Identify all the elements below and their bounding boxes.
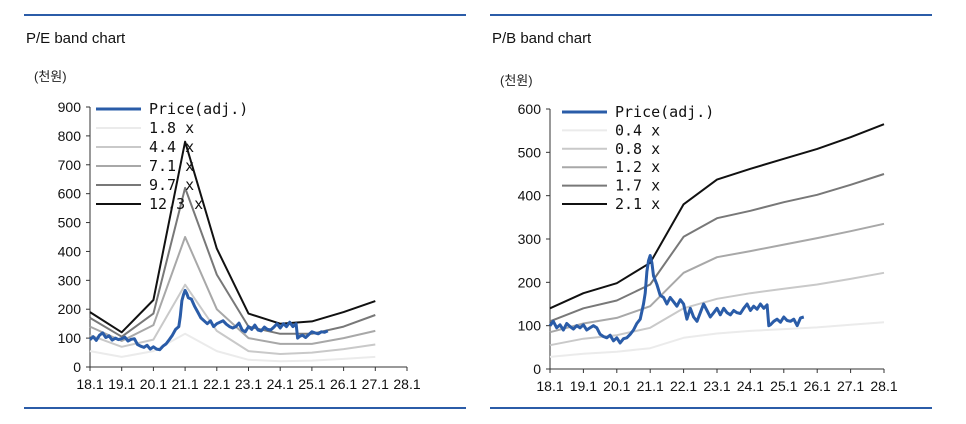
legend-label: 12.3 x (149, 195, 203, 213)
chart-title: P/B band chart (492, 30, 592, 47)
series-line-1.2-x (549, 222, 885, 334)
y-tick-label: 500 (518, 144, 542, 160)
series-line-price-adj.- (88, 288, 329, 352)
x-tick-label: 22.1 (203, 376, 230, 392)
y-tick-label: 0 (533, 361, 541, 377)
x-tick-label: 20.1 (603, 378, 630, 394)
x-tick-label: 27.1 (837, 378, 864, 394)
x-tick-label: 24.1 (267, 376, 294, 392)
series-line-12.3-x (89, 140, 376, 334)
x-tick-label: 28.1 (393, 376, 420, 392)
y-tick-label: 400 (518, 188, 542, 204)
legend-label: 2.1 x (615, 195, 660, 213)
x-tick-label: 21.1 (637, 378, 664, 394)
series-line-1.7-x (549, 173, 885, 323)
legend-label: 1.8 x (149, 119, 194, 137)
x-tick-label: 19.1 (570, 378, 597, 394)
series-line-4.4-x (89, 283, 376, 355)
bottom-rule (490, 407, 932, 409)
x-tick-label: 23.1 (703, 378, 730, 394)
x-tick-label: 27.1 (362, 376, 389, 392)
legend-label: Price(adj.) (149, 100, 248, 118)
y-tick-label: 500 (58, 215, 82, 231)
y-tick-label: 800 (58, 128, 82, 144)
legend-label: 1.2 x (615, 158, 660, 176)
series-line-9.7-x (89, 186, 376, 338)
y-tick-label: 300 (58, 272, 82, 288)
y-tick-label: 200 (518, 274, 542, 290)
y-tick-label: 100 (58, 330, 82, 346)
series-line-price-adj.- (548, 254, 805, 345)
legend-label: 0.8 x (615, 140, 660, 158)
pe-band-panel: P/E band chart (천원) 0 100 200 300 400 500 600 7… (24, 0, 466, 424)
x-tick-label: 25.1 (770, 378, 797, 394)
legend-label: 9.7 x (149, 176, 194, 194)
legend-label: 1.7 x (615, 177, 660, 195)
y-tick-label: 600 (518, 101, 542, 117)
x-tick-label: 28.1 (870, 378, 897, 394)
x-tick-label: 18.1 (76, 376, 103, 392)
x-tick-label: 26.1 (804, 378, 831, 394)
x-tick-label: 23.1 (235, 376, 262, 392)
y-tick-label: 200 (58, 301, 82, 317)
x-tick-label: 21.1 (171, 376, 198, 392)
y-tick-label: 700 (58, 157, 82, 173)
series-line-0.4-x (549, 321, 885, 358)
y-tick-label: 900 (58, 99, 82, 115)
bottom-rule (24, 407, 466, 409)
legend-label: 0.4 x (615, 121, 660, 139)
pb-band-chart: 0 100 200 300 400 500 600 18.1 19.1 20.1 21.1 22.1 2… (518, 101, 898, 394)
series-line-1.8-x (89, 332, 376, 363)
pe-band-chart: 0 100 200 300 400 500 600 700 800 900 18.1 19.1 20.1… (58, 99, 421, 392)
unit-label: (천원) (34, 69, 67, 84)
series-line-7.1-x (89, 236, 376, 345)
chart-title: P/E band chart (26, 30, 126, 47)
legend-label: Price(adj.) (615, 103, 714, 121)
unit-label: (천원) (500, 73, 533, 88)
legend-label: 7.1 x (149, 157, 194, 175)
y-tick-label: 400 (58, 243, 82, 259)
x-tick-label: 20.1 (140, 376, 167, 392)
legend-label: 4.4 x (149, 138, 194, 156)
y-tick-label: 300 (518, 231, 542, 247)
y-tick-label: 0 (73, 359, 81, 375)
x-tick-label: 25.1 (298, 376, 325, 392)
x-tick-label: 26.1 (330, 376, 357, 392)
series-line-2.1-x (549, 123, 885, 310)
x-tick-label: 18.1 (536, 378, 563, 394)
y-tick-label: 100 (518, 318, 542, 334)
x-tick-label: 24.1 (737, 378, 764, 394)
pb-band-panel: P/B band chart (천원) 0 100 200 300 400 500 600 1… (490, 0, 932, 424)
y-tick-label: 600 (58, 186, 82, 202)
top-rule (490, 14, 932, 16)
top-rule (24, 14, 466, 16)
x-tick-label: 19.1 (108, 376, 135, 392)
x-tick-label: 22.1 (670, 378, 697, 394)
